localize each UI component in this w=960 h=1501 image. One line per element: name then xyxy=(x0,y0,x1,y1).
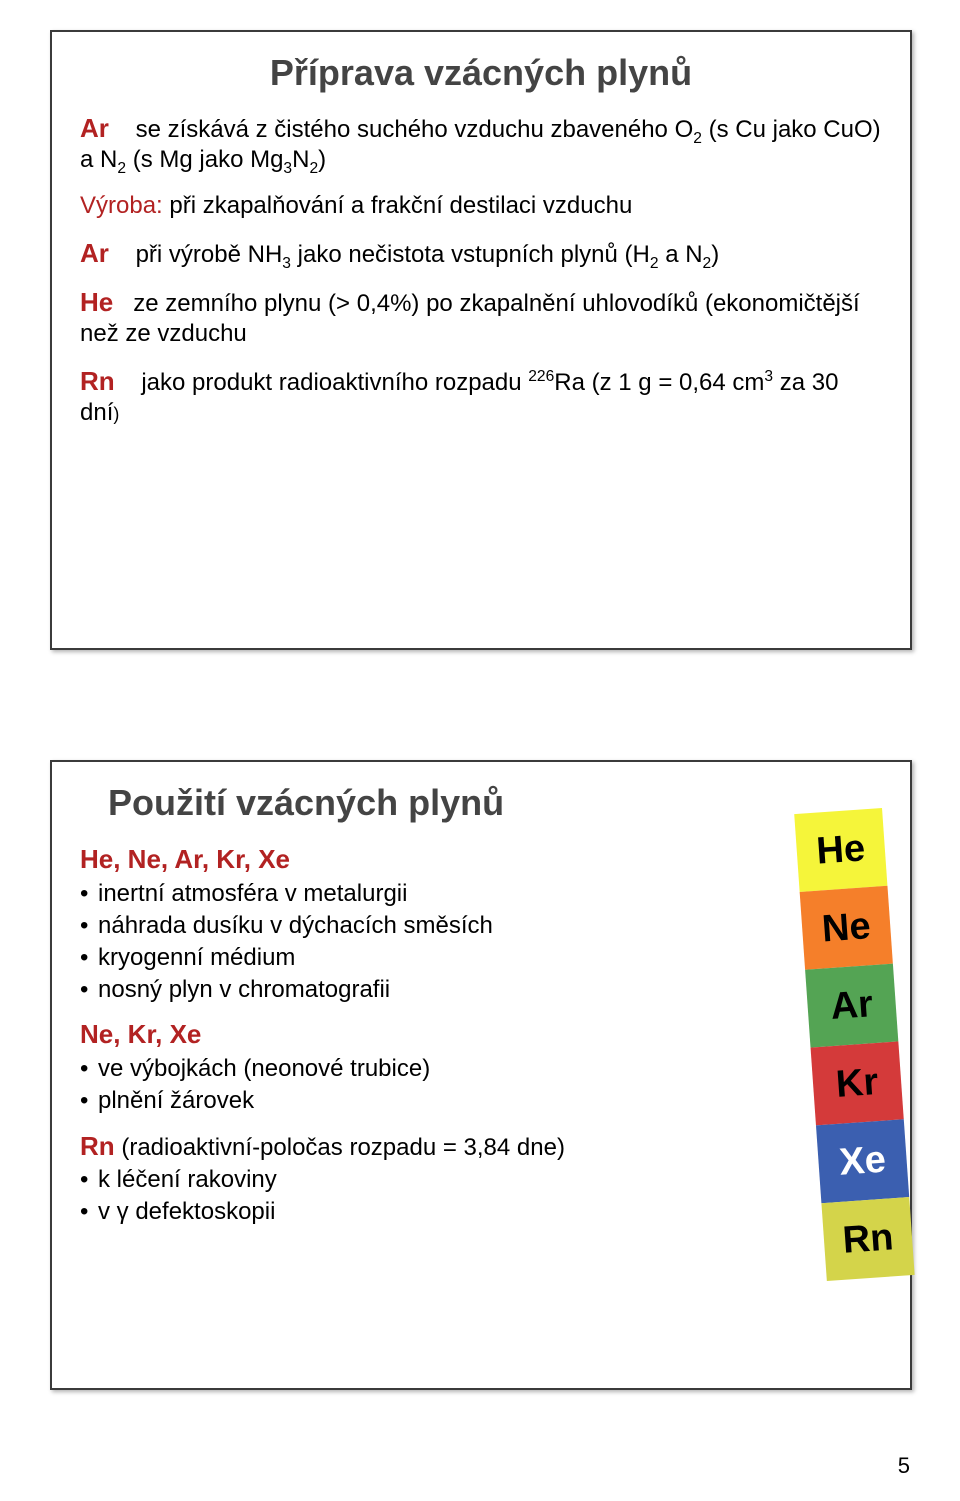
sub: 2 xyxy=(309,160,318,177)
slide2-inner: Použití vzácných plynů He, Ne, Ar, Kr, X… xyxy=(80,782,882,1276)
text: se získává z čistého suchého vzduchu zba… xyxy=(136,116,694,143)
sub: 2 xyxy=(117,160,126,177)
ptable-cell-ne: Ne xyxy=(800,886,893,970)
slide1-p4: He ze zemního plynu (> 0,4%) po zkapalně… xyxy=(80,286,882,349)
text: (radioaktivní-poločas rozpadu = 3,84 dne… xyxy=(115,1134,565,1161)
list-item: ve výbojkách (neonové trubice) xyxy=(80,1054,776,1084)
group3-first: Rn (radioaktivní-poločas rozpadu = 3,84 … xyxy=(80,1130,776,1163)
list-item: k léčení rakoviny xyxy=(80,1165,776,1195)
ptable-cell-rn: Rn xyxy=(821,1197,914,1281)
text: jako nečistota vstupních plynů (H xyxy=(291,241,650,268)
list-item: kryogenní médium xyxy=(80,943,776,973)
group3-list: k léčení rakoviny v γ defektoskopii xyxy=(80,1165,776,1227)
slide1-p1: Ar se získává z čistého suchého vzduchu … xyxy=(80,112,882,175)
text: N xyxy=(292,146,309,173)
group1-list: inertní atmosféra v metalurgii náhrada d… xyxy=(80,879,776,1005)
text: jako produkt radioaktivního rozpadu xyxy=(141,369,528,396)
element-rn: Rn xyxy=(80,1131,115,1161)
text: (s Mg jako Mg xyxy=(126,146,283,173)
sup: 3 xyxy=(764,368,773,385)
page-number: 5 xyxy=(898,1453,910,1479)
element-he: He xyxy=(80,287,113,317)
text: Ra (z 1 g = 0,64 cm xyxy=(554,369,764,396)
ptable-cell-kr: Kr xyxy=(811,1041,904,1125)
list-item: nosný plyn v chromatografii xyxy=(80,975,776,1005)
group1-header: He, Ne, Ar, Kr, Xe xyxy=(80,844,776,875)
periodic-table-column: HeNeArKrXeRn xyxy=(794,808,914,1281)
text: při výrobě NH xyxy=(136,241,283,268)
list-item: plnění žárovek xyxy=(80,1086,776,1116)
element-ar: Ar xyxy=(80,238,109,268)
sub: 3 xyxy=(283,160,292,177)
list-item: v γ defektoskopii xyxy=(80,1197,776,1227)
slide1-p5: Rn jako produkt radioaktivního rozpadu 2… xyxy=(80,365,882,428)
sub: 2 xyxy=(650,255,659,272)
slide1-p3: Ar při výrobě NH3 jako nečistota vstupní… xyxy=(80,237,882,270)
ptable-cell-ar: Ar xyxy=(805,964,898,1048)
slide-2: Použití vzácných plynů He, Ne, Ar, Kr, X… xyxy=(50,760,912,1390)
slide2-left: Použití vzácných plynů He, Ne, Ar, Kr, X… xyxy=(80,782,776,1241)
ptable-cell-xe: Xe xyxy=(816,1119,909,1203)
list-item: náhrada dusíku v dýchacích směsích xyxy=(80,911,776,941)
sub: 2 xyxy=(693,130,702,147)
text: ) xyxy=(711,241,719,268)
text: při zkapalňování a frakční destilaci vzd… xyxy=(163,192,633,219)
sup: 226 xyxy=(528,368,554,385)
element-rn: Rn xyxy=(80,366,115,396)
slide1-title: Příprava vzácných plynů xyxy=(80,52,882,94)
group2-list: ve výbojkách (neonové trubice) plnění žá… xyxy=(80,1054,776,1116)
sub: 2 xyxy=(703,255,712,272)
slide1-p2: Výroba: při zkapalňování a frakční desti… xyxy=(80,191,882,221)
ptable-cell-he: He xyxy=(794,808,887,892)
slide2-title: Použití vzácných plynů xyxy=(108,782,776,824)
sub: 3 xyxy=(282,255,291,272)
element-ar: Ar xyxy=(80,113,109,143)
list-item: inertní atmosféra v metalurgii xyxy=(80,879,776,909)
text: a N xyxy=(659,241,703,268)
group2-header: Ne, Kr, Xe xyxy=(80,1019,776,1050)
text: ze zemního plynu (> 0,4%) po zkapalnění … xyxy=(80,290,860,347)
keyword-vyroba: Výroba: xyxy=(80,192,163,219)
text: ) xyxy=(113,404,119,424)
text: ) xyxy=(318,146,326,173)
slide-1: Příprava vzácných plynů Ar se získává z … xyxy=(50,30,912,650)
